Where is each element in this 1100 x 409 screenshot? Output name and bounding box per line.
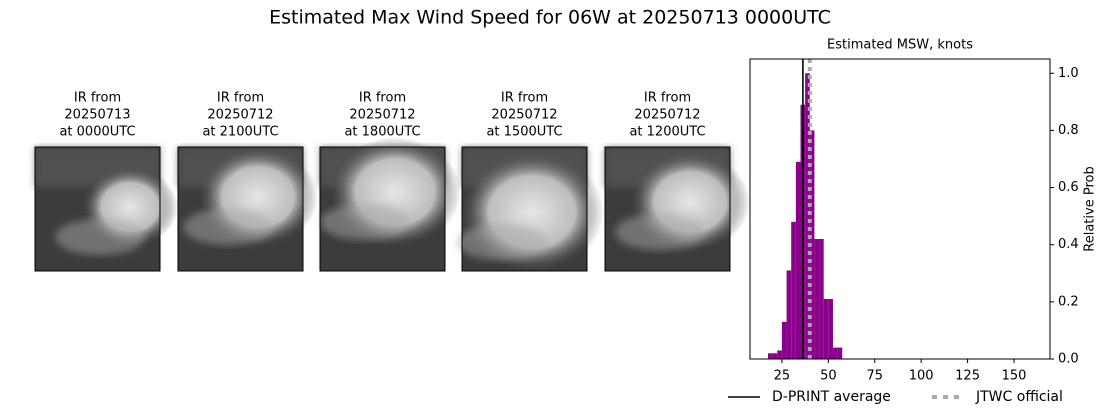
panel-caption: at 1500UTC xyxy=(486,125,562,140)
satellite-image xyxy=(177,146,318,272)
bar xyxy=(781,321,787,359)
panel-caption: at 0000UTC xyxy=(59,125,135,140)
satellite-image xyxy=(457,146,604,272)
x-tick-label: 50 xyxy=(820,369,837,384)
cloud-band xyxy=(457,224,547,260)
bar xyxy=(791,221,796,359)
bar xyxy=(832,347,838,359)
cloud-band xyxy=(615,214,705,250)
bar xyxy=(823,299,829,359)
axes-frame xyxy=(749,58,1051,360)
legend-label: D-PRINT average xyxy=(772,389,891,405)
y-tick-label: 0.2 xyxy=(1058,294,1079,309)
image-frame xyxy=(461,146,588,272)
image-frame xyxy=(604,146,731,272)
x-tick-label: 75 xyxy=(866,369,883,384)
x-tick-label: 100 xyxy=(909,369,934,384)
cloud-band xyxy=(320,204,410,240)
satellite-image xyxy=(604,146,750,272)
panel-caption: IR from xyxy=(644,91,691,106)
bar xyxy=(772,353,778,359)
bar xyxy=(837,347,843,359)
y-tick-label: 0.6 xyxy=(1058,180,1079,195)
panel-caption: IR from xyxy=(501,91,548,106)
panel-caption: 20250712 xyxy=(207,108,273,123)
image-frame xyxy=(34,146,161,272)
legend-label: JTWC official xyxy=(975,389,1063,405)
y-tick-label: 0.0 xyxy=(1058,352,1079,367)
panel-caption: 20250712 xyxy=(491,108,557,123)
histogram-chart: Estimated MSW, knots Relative Prob 25 50 7… xyxy=(728,38,1098,405)
panel-caption: 20250712 xyxy=(634,108,700,123)
panel-caption: at 1200UTC xyxy=(629,125,705,140)
chart-title: Estimated MSW, knots xyxy=(827,38,973,53)
bar xyxy=(768,353,773,359)
x-tick-label: 25 xyxy=(774,369,791,384)
panel-caption: 20250713 xyxy=(64,108,130,123)
cloud-band xyxy=(183,209,273,245)
panel-caption: IR from xyxy=(359,91,406,106)
x-tick-label: 150 xyxy=(1002,369,1027,384)
y-tick-label: 0.8 xyxy=(1058,123,1079,138)
image-frame xyxy=(319,146,446,272)
cloud-band xyxy=(55,219,145,255)
x-tick-label: 125 xyxy=(955,369,980,384)
panel-caption: IR from xyxy=(217,91,264,106)
bar xyxy=(814,239,820,359)
bar xyxy=(795,161,801,359)
satellite-image xyxy=(319,137,461,272)
y-axis-label: Relative Prob xyxy=(1083,166,1098,251)
bar xyxy=(828,299,833,359)
y-tick-label: 0.4 xyxy=(1058,237,1079,252)
panel-caption: 20250712 xyxy=(349,108,415,123)
y-tick-label: 1.0 xyxy=(1058,66,1079,81)
panel-caption: at 1800UTC xyxy=(344,125,420,140)
panel-caption: at 2100UTC xyxy=(202,125,278,140)
bar xyxy=(777,350,782,359)
figure-title: Estimated Max Wind Speed for 06W at 2025… xyxy=(269,7,831,29)
bar xyxy=(786,270,792,359)
image-frame xyxy=(177,146,304,272)
panels: IR from 20250713 at 0000UTC IR from 20250712… xyxy=(34,91,750,272)
panel-caption: IR from xyxy=(74,91,121,106)
bar xyxy=(809,130,815,359)
satellite-image xyxy=(34,146,178,272)
bar xyxy=(819,239,824,359)
bar xyxy=(805,73,810,360)
